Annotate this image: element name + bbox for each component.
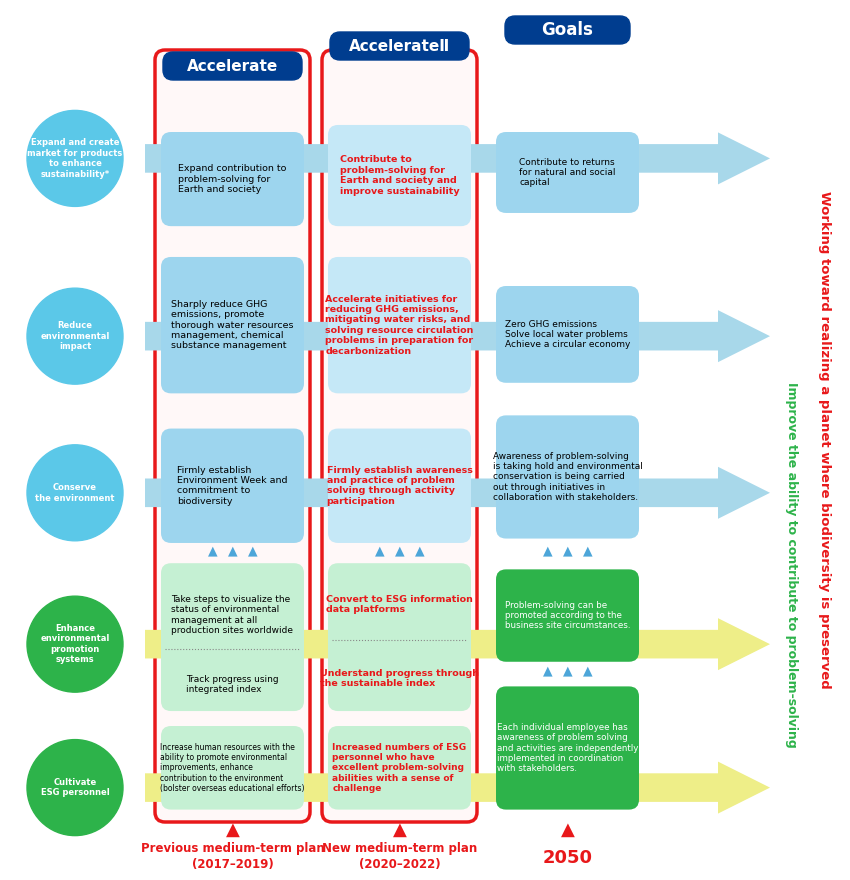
Text: ▲: ▲ <box>228 545 237 557</box>
Text: Reduce
environmental
impact: Reduce environmental impact <box>40 321 110 351</box>
Text: Improve the ability to contribute to problem-solving: Improve the ability to contribute to pro… <box>785 382 798 748</box>
Text: ▲: ▲ <box>542 664 552 677</box>
FancyBboxPatch shape <box>163 52 302 80</box>
FancyBboxPatch shape <box>496 686 639 810</box>
Text: ▲: ▲ <box>375 545 384 557</box>
FancyBboxPatch shape <box>155 50 310 822</box>
FancyBboxPatch shape <box>161 257 304 393</box>
Text: ▲: ▲ <box>560 821 575 839</box>
Text: Convert to ESG information
data platforms: Convert to ESG information data platform… <box>326 595 473 614</box>
Text: New medium-term plan: New medium-term plan <box>322 841 477 854</box>
FancyBboxPatch shape <box>161 726 304 810</box>
Text: Contribute to
problem-solving for
Earth and society and
improve sustainability: Contribute to problem-solving for Earth … <box>340 156 459 195</box>
Text: Increased numbers of ESG
personnel who have
excellent problem-solving
abilities : Increased numbers of ESG personnel who h… <box>332 743 467 793</box>
Text: Take steps to visualize the
status of environmental
management at all
production: Take steps to visualize the status of en… <box>172 595 293 635</box>
Polygon shape <box>145 132 770 185</box>
Text: ▲: ▲ <box>542 545 552 557</box>
Text: ▲: ▲ <box>247 545 258 557</box>
FancyBboxPatch shape <box>328 429 471 543</box>
Text: Track progress using
integrated index: Track progress using integrated index <box>186 675 279 694</box>
Text: Expand and create
market for products
to enhance
sustainability*: Expand and create market for products to… <box>27 138 122 179</box>
Text: (2017–2019): (2017–2019) <box>191 857 274 870</box>
Polygon shape <box>145 466 770 519</box>
FancyBboxPatch shape <box>322 50 477 822</box>
Circle shape <box>27 739 123 836</box>
Text: ▲: ▲ <box>394 545 405 557</box>
FancyBboxPatch shape <box>505 16 630 44</box>
FancyBboxPatch shape <box>328 726 471 810</box>
Text: Increase human resources with the
ability to promote environmental
improvements,: Increase human resources with the abilit… <box>161 743 305 793</box>
FancyBboxPatch shape <box>161 132 304 226</box>
Text: Zero GHG emissions
Solve local water problems
Achieve a circular economy: Zero GHG emissions Solve local water pro… <box>505 319 630 349</box>
Text: ▲: ▲ <box>583 545 592 557</box>
Text: ▲: ▲ <box>415 545 424 557</box>
FancyBboxPatch shape <box>496 569 639 662</box>
Text: (2020–2022): (2020–2022) <box>359 857 440 870</box>
Text: Accelerate initiatives for
reducing GHG emissions,
mitigating water risks, and
s: Accelerate initiatives for reducing GHG … <box>326 295 473 356</box>
Circle shape <box>27 596 123 693</box>
Text: Enhance
environmental
promotion
systems: Enhance environmental promotion systems <box>40 624 110 664</box>
Text: Working toward realizing a planet where biodiversity is preserved: Working toward realizing a planet where … <box>819 191 831 689</box>
FancyBboxPatch shape <box>496 286 639 383</box>
FancyBboxPatch shape <box>328 257 471 393</box>
Text: Firmly establish
Environment Week and
commitment to
biodiversity: Firmly establish Environment Week and co… <box>178 466 288 506</box>
Text: Problem-solving can be
promoted according to the
business site circumstances.: Problem-solving can be promoted accordin… <box>505 601 630 630</box>
Text: AccelerateⅡ: AccelerateⅡ <box>348 39 451 54</box>
Text: ▲: ▲ <box>583 664 592 677</box>
FancyBboxPatch shape <box>496 415 639 539</box>
Text: ▲: ▲ <box>225 821 240 839</box>
Text: Awareness of problem-solving
is taking hold and environmental
conservation is be: Awareness of problem-solving is taking h… <box>492 451 643 502</box>
Circle shape <box>27 110 123 207</box>
FancyBboxPatch shape <box>161 563 304 711</box>
Polygon shape <box>145 618 770 671</box>
Text: Previous medium-term plan: Previous medium-term plan <box>140 841 325 854</box>
Polygon shape <box>145 310 770 363</box>
Text: ▲: ▲ <box>393 821 406 839</box>
Circle shape <box>27 288 123 385</box>
Text: Sharply reduce GHG
emissions, promote
thorough water resources
management, chemi: Sharply reduce GHG emissions, promote th… <box>171 300 294 350</box>
FancyBboxPatch shape <box>328 563 471 711</box>
FancyBboxPatch shape <box>328 125 471 226</box>
Text: Each individual employee has
awareness of problem solving
and activities are ind: Each individual employee has awareness o… <box>496 722 638 774</box>
Text: 2050: 2050 <box>542 849 592 867</box>
Text: Conserve
the environment: Conserve the environment <box>35 483 115 502</box>
Text: ▲: ▲ <box>563 664 572 677</box>
Text: Goals: Goals <box>541 21 593 39</box>
Text: Expand contribution to
problem-solving for
Earth and society: Expand contribution to problem-solving f… <box>178 165 286 194</box>
Polygon shape <box>145 761 770 814</box>
Text: ▲: ▲ <box>563 545 572 557</box>
Text: Accelerate: Accelerate <box>187 58 278 74</box>
Circle shape <box>27 444 123 541</box>
FancyBboxPatch shape <box>496 132 639 213</box>
FancyBboxPatch shape <box>330 32 469 60</box>
Text: ▲: ▲ <box>207 545 218 557</box>
Text: Cultivate
ESG personnel: Cultivate ESG personnel <box>41 778 110 797</box>
Text: Understand progress through
the sustainable index: Understand progress through the sustaina… <box>320 669 479 688</box>
FancyBboxPatch shape <box>161 429 304 543</box>
Text: Firmly establish awareness
and practice of problem
solving through activity
part: Firmly establish awareness and practice … <box>326 466 473 506</box>
Text: Contribute to returns
for natural and social
capital: Contribute to returns for natural and so… <box>519 158 615 187</box>
